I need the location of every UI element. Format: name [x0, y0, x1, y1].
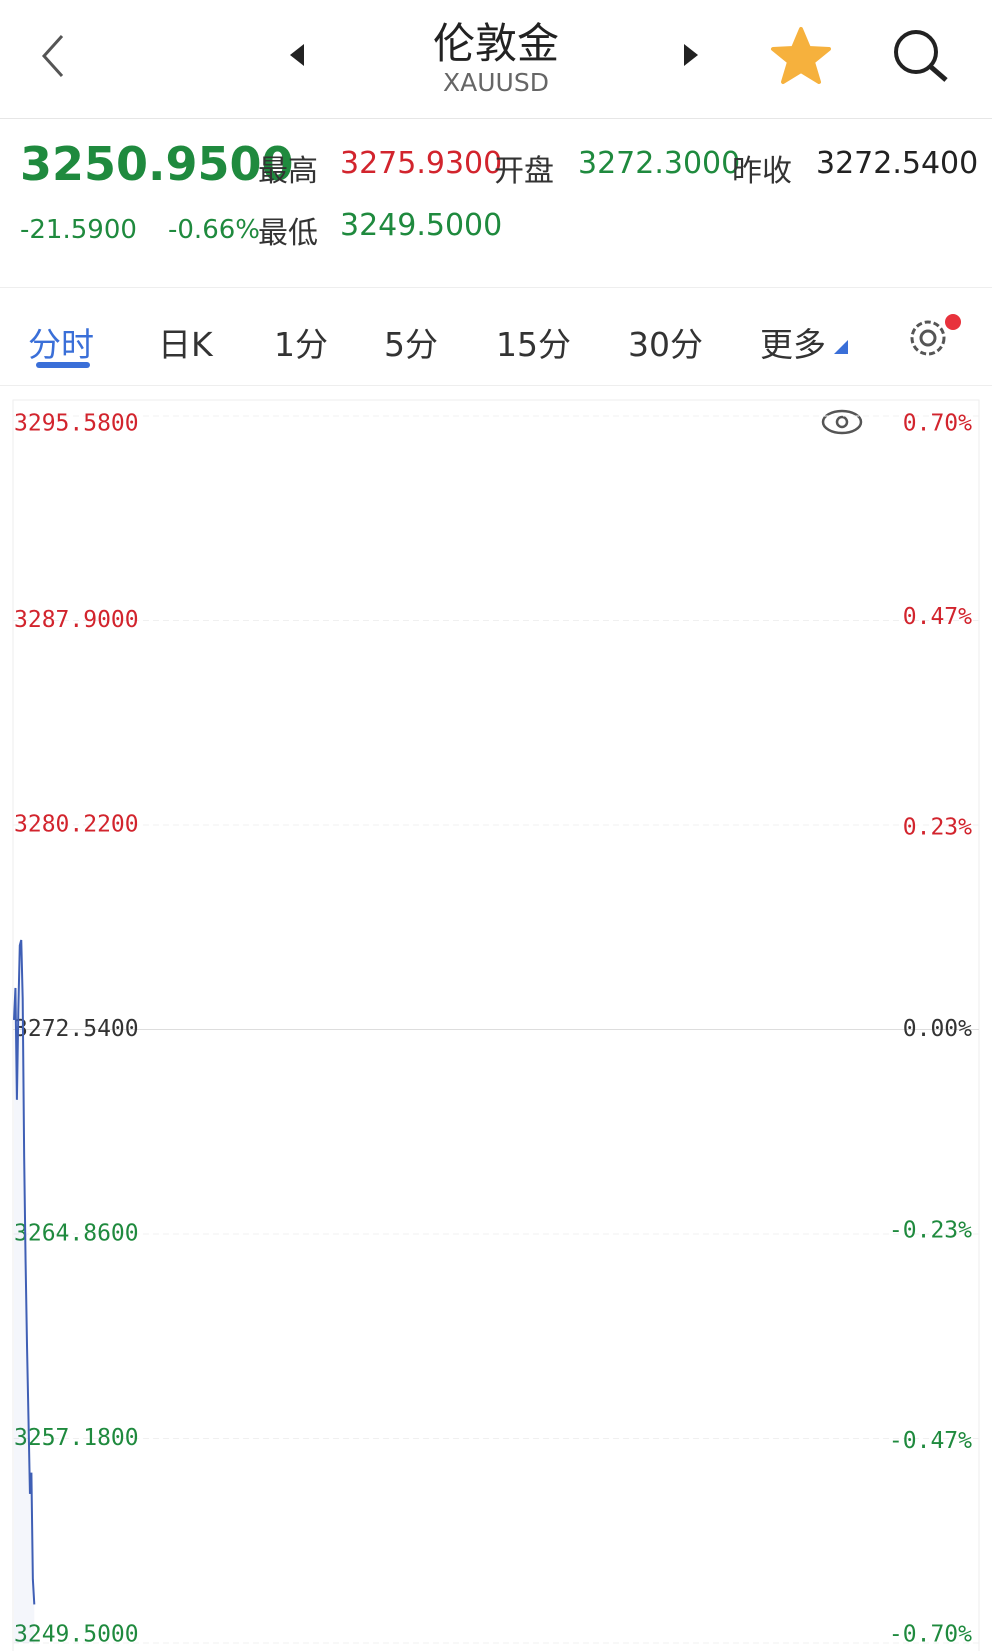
next-button[interactable]	[682, 42, 700, 68]
tab[interactable]: 30分	[628, 325, 703, 364]
intraday-chart: 3249.5000 3257.1800 3264.8600 3272.5400 3280…	[12, 399, 980, 1651]
eye-toggle[interactable]	[821, 409, 863, 435]
y2-tick-label: 0.70%	[903, 411, 972, 437]
tab[interactable]: 日K	[158, 325, 213, 364]
y-tick-label: 3249.5000	[14, 1622, 139, 1648]
settings-button[interactable]	[904, 314, 964, 364]
favorite-button[interactable]	[770, 26, 832, 86]
change-percent: -0.66%	[168, 215, 260, 245]
tab-indicator	[36, 362, 90, 368]
y-tick-label: 3257.1800	[14, 1425, 139, 1451]
last-price: 3250.9500	[20, 137, 294, 191]
y-tick-label: 3280.2200	[14, 812, 139, 838]
prev-close-label: 昨收	[732, 154, 792, 189]
title: 伦敦金	[432, 19, 559, 68]
open-value: 3272.3000	[578, 146, 741, 181]
y2-tick-label: 0.23%	[903, 814, 972, 840]
tab[interactable]: 15分	[496, 325, 571, 364]
tab[interactable]: 更多	[760, 325, 826, 364]
y-tick-label: 3264.8600	[14, 1221, 139, 1247]
low-value: 3249.5000	[340, 208, 503, 243]
y-tick-label: 3272.5400	[14, 1016, 139, 1042]
y-tick-label: 3287.9000	[14, 607, 139, 633]
price-line	[13, 939, 36, 1605]
y2-tick-label: -0.70%	[889, 1622, 972, 1648]
plot-frame	[12, 399, 980, 1651]
y2-tick-label: -0.47%	[889, 1428, 972, 1454]
change: -21.5900	[20, 215, 137, 245]
back-button[interactable]	[38, 32, 68, 80]
more-arrow	[834, 340, 848, 354]
high-label: 最高	[258, 154, 318, 189]
y2-tick-label: 0.00%	[903, 1016, 972, 1042]
search-button[interactable]	[892, 28, 952, 84]
tab[interactable]: 分时	[28, 325, 94, 364]
low-label: 最低	[258, 216, 318, 251]
open-label: 开盘	[494, 154, 554, 189]
y-tick-label: 3295.5800	[14, 411, 139, 437]
tab[interactable]: 5分	[384, 325, 438, 364]
prev-button[interactable]	[288, 42, 306, 68]
prev-close-value: 3272.5400	[816, 146, 979, 181]
tab[interactable]: 1分	[274, 325, 328, 364]
top-bar: 伦敦金 XAUUSD	[0, 0, 992, 119]
quote-panel: 3250.9500 最高 3275.9300 开盘 3272.3000 昨收 3…	[0, 119, 992, 288]
tab-bar: 分时 日K 1分 5分 15分 30分 更多	[0, 288, 992, 386]
y2-tick-label: -0.23%	[889, 1218, 972, 1244]
high-value: 3275.9300	[340, 146, 503, 181]
subtitle: XAUUSD	[443, 68, 549, 97]
y2-tick-label: 0.47%	[903, 604, 972, 630]
